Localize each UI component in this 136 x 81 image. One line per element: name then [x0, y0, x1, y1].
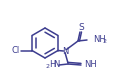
Text: Cl: Cl [12, 46, 20, 55]
Text: NH: NH [93, 35, 106, 44]
Text: NH: NH [84, 60, 97, 69]
Text: H: H [49, 60, 55, 69]
Text: S: S [78, 23, 84, 32]
Text: 2: 2 [103, 39, 106, 44]
Text: N: N [53, 60, 60, 69]
Text: N: N [62, 46, 68, 55]
Text: 2: 2 [45, 64, 50, 69]
